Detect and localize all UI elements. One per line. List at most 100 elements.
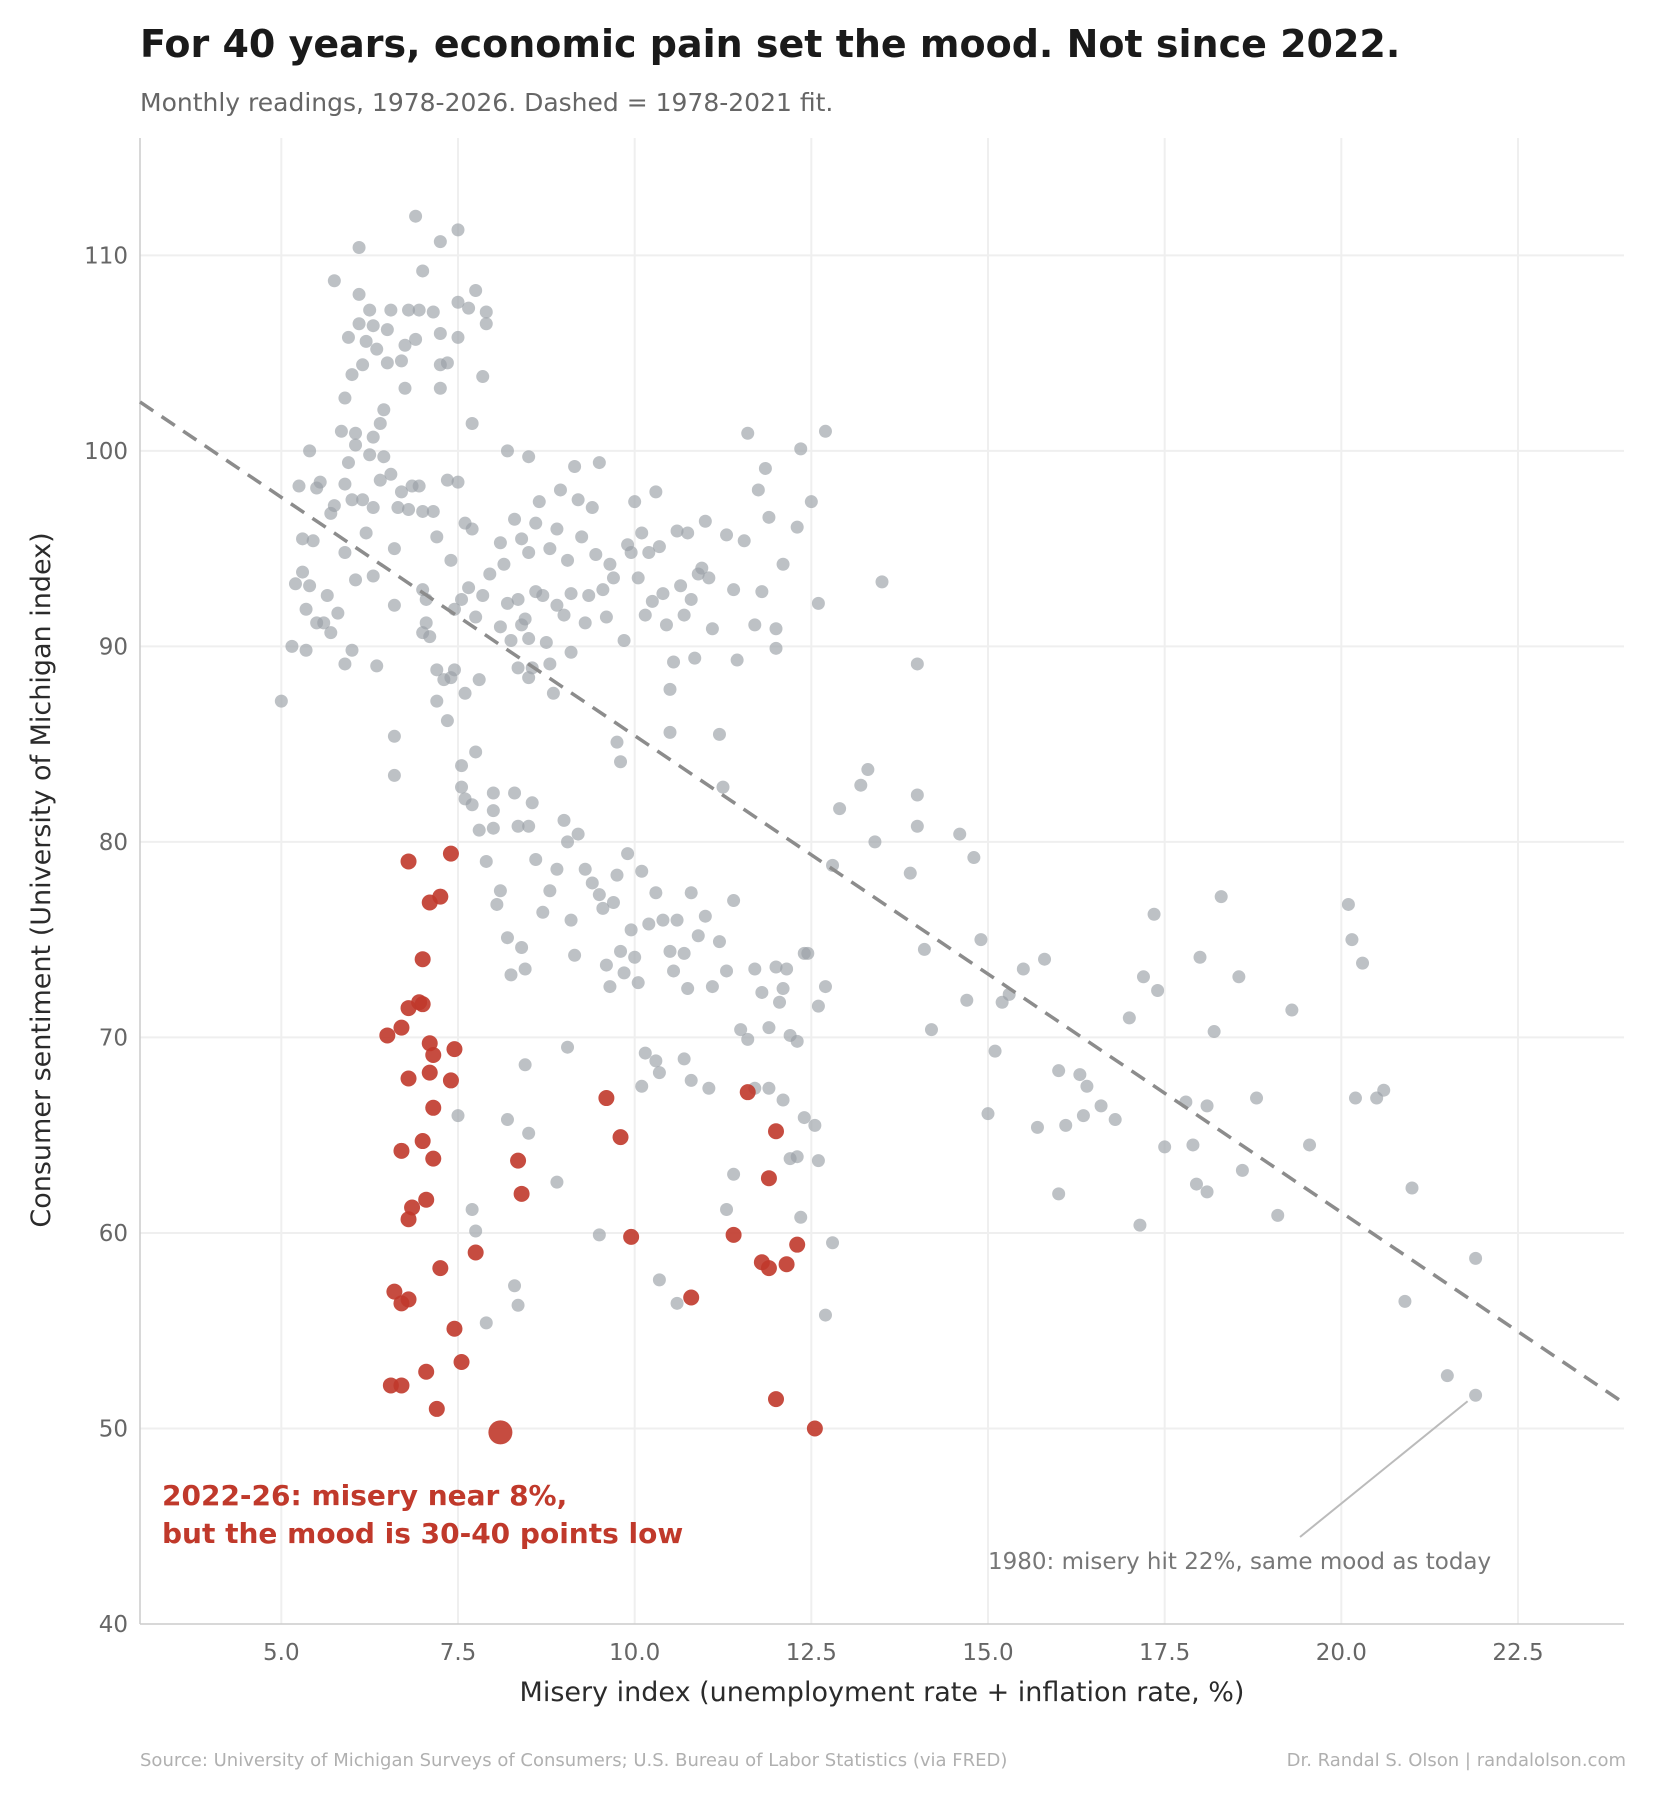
- x-tick-label: 17.5: [1139, 1640, 1190, 1666]
- historical-point: [638, 1046, 652, 1060]
- x-tick-label: 5.0: [263, 1640, 300, 1666]
- historical-point: [1377, 1083, 1391, 1097]
- historical-point: [1398, 1294, 1412, 1308]
- historical-point: [599, 958, 613, 972]
- historical-point: [539, 635, 553, 649]
- historical-point: [614, 755, 628, 769]
- historical-point: [433, 327, 447, 341]
- recent-point: [425, 1099, 442, 1116]
- historical-point: [578, 616, 592, 630]
- historical-point: [363, 448, 377, 462]
- historical-point: [352, 240, 366, 254]
- historical-point: [292, 479, 306, 493]
- historical-point: [380, 356, 394, 370]
- historical-point: [741, 1032, 755, 1046]
- historical-point: [522, 671, 536, 685]
- historical-point: [614, 944, 628, 958]
- recent-point: [778, 1256, 795, 1273]
- historical-point: [1200, 1185, 1214, 1199]
- historical-point: [483, 567, 497, 581]
- recent-point: [513, 1185, 530, 1202]
- historical-point: [444, 553, 458, 567]
- historical-point: [758, 461, 772, 475]
- historical-point: [571, 493, 585, 507]
- historical-point: [924, 1023, 938, 1037]
- historical-point: [306, 534, 320, 548]
- historical-point: [394, 485, 408, 499]
- historical-point: [981, 1107, 995, 1121]
- historical-point: [387, 598, 401, 612]
- historical-point: [522, 1126, 536, 1140]
- historical-point: [426, 305, 440, 319]
- historical-point: [790, 1150, 804, 1164]
- recent-annotation-line-1: 2022-26: misery near 8%,: [162, 1479, 567, 1512]
- historical-point: [366, 319, 380, 333]
- historical-point: [430, 530, 444, 544]
- historical-point: [394, 354, 408, 368]
- historical-point: [313, 475, 327, 489]
- historical-point: [525, 796, 539, 810]
- historical-point: [606, 896, 620, 910]
- recent-point: [393, 1377, 410, 1394]
- y-tick-label: 40: [99, 1612, 128, 1638]
- chart-title: For 40 years, economic pain set the mood…: [140, 22, 1401, 66]
- historical-point: [571, 827, 585, 841]
- historical-point: [762, 510, 776, 524]
- historical-point: [536, 589, 550, 603]
- historical-point: [585, 501, 599, 515]
- recent-point: [414, 951, 431, 968]
- historical-point: [794, 1210, 808, 1224]
- fit-line: [139, 400, 1625, 1405]
- historical-point: [811, 1154, 825, 1168]
- historical-point: [479, 305, 493, 319]
- historical-point: [582, 589, 596, 603]
- historical-point: [684, 1073, 698, 1087]
- historical-point: [550, 598, 564, 612]
- historical-point: [398, 381, 412, 395]
- recent-point: [598, 1090, 615, 1107]
- x-tick-label: 10.0: [609, 1640, 660, 1666]
- historical-point: [603, 557, 617, 571]
- historical-point: [363, 303, 377, 317]
- historical-point: [631, 571, 645, 585]
- historical-point: [797, 1111, 811, 1125]
- historical-point: [1303, 1138, 1317, 1152]
- historical-point: [469, 1224, 483, 1238]
- historical-point: [670, 1296, 684, 1310]
- historical-point: [370, 342, 384, 356]
- historical-point: [345, 493, 359, 507]
- historical-point: [472, 673, 486, 687]
- historical-point: [1133, 1218, 1147, 1232]
- historical-point: [818, 980, 832, 994]
- historical-point: [455, 780, 469, 794]
- historical-point: [1232, 970, 1246, 984]
- historical-point: [861, 763, 875, 777]
- recent-point: [768, 1391, 784, 1408]
- historical-point: [677, 1052, 691, 1066]
- recent-point: [725, 1226, 742, 1243]
- historical-point: [409, 332, 423, 346]
- historical-point: [412, 303, 426, 317]
- historical-point: [500, 931, 514, 945]
- historical-point: [561, 835, 575, 849]
- y-tick-label: 100: [84, 439, 128, 465]
- historical-point: [412, 479, 426, 493]
- historical-point: [737, 534, 751, 548]
- recent-point: [683, 1289, 700, 1306]
- y-tick-label: 90: [99, 634, 128, 660]
- historical-point: [430, 694, 444, 708]
- historical-point: [762, 1081, 776, 1095]
- historical-point: [387, 729, 401, 743]
- historical-point: [511, 592, 525, 606]
- historical-point: [465, 1202, 479, 1216]
- historical-point: [592, 888, 606, 902]
- historical-point: [730, 653, 744, 667]
- historical-point: [398, 338, 412, 352]
- recent-point: [400, 1070, 417, 1087]
- historical-point: [702, 571, 716, 585]
- historical-point: [684, 592, 698, 606]
- historical-point: [688, 651, 702, 665]
- recent-point: [400, 1291, 417, 1308]
- historical-point: [522, 632, 536, 646]
- historical-point: [384, 303, 398, 317]
